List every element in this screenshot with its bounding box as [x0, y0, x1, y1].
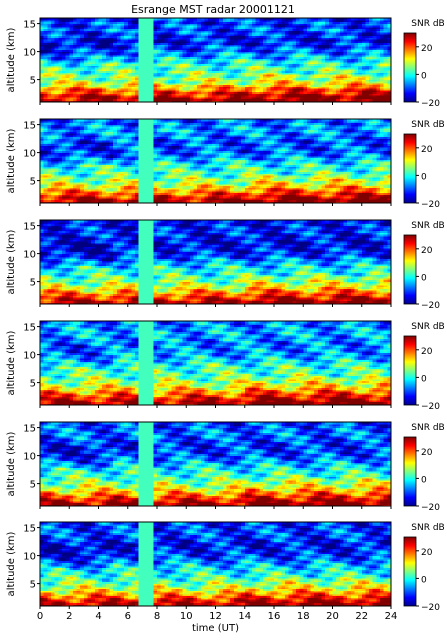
panel-3: 5 10 15 altitude (km) SNR dB 20 0 −20	[6, 219, 445, 311]
colorbar-tick-label-3-0: 20	[421, 246, 433, 256]
x-tick-label-10: 10	[180, 611, 193, 622]
colorbar-tick-label-2-2: −20	[421, 200, 440, 210]
colorbar-tick-label-1-0: 20	[421, 44, 433, 54]
y-axis-label-4: altitude (km)	[6, 330, 17, 395]
y-tick-label-4-5: 5	[30, 379, 36, 390]
x-tick-label-8: 8	[154, 611, 160, 622]
colorbar-tick-label-5-1: 0	[421, 475, 427, 485]
x-axis-label: time (UT)	[192, 623, 239, 634]
heatmap-cells-2	[40, 119, 392, 204]
x-tick-label-2: 2	[66, 611, 72, 622]
panel-1: 5 10 15 altitude (km) SNR dB 20 0 −20	[6, 17, 445, 109]
y-tick-label-3-15: 15	[23, 222, 36, 233]
y-tick-label-6-10: 10	[23, 552, 36, 563]
colorbar-label-1: SNR dB	[411, 19, 444, 29]
colorbar-tick-label-1-2: −20	[421, 99, 440, 109]
colorbar-1: SNR dB 20 0 −20	[403, 19, 445, 109]
y-tick-label-1-5: 5	[30, 76, 36, 87]
x-tick-label-4: 4	[95, 611, 101, 622]
colorbar-4: SNR dB 20 0 −20	[403, 322, 445, 412]
x-tick-label-20: 20	[326, 611, 339, 622]
y-tick-label-4-10: 10	[23, 351, 36, 362]
heatmap-cells-4	[40, 321, 392, 406]
colorbar-label-6: SNR dB	[411, 523, 444, 533]
y-tick-label-2-10: 10	[23, 149, 36, 160]
y-tick-label-2-15: 15	[23, 121, 36, 132]
colorbar-tick-label-5-2: −20	[421, 503, 440, 513]
colorbar-scale-6	[403, 536, 417, 607]
x-tick-label-24: 24	[385, 611, 398, 622]
heatmap-cells-6	[40, 522, 392, 607]
colorbar-scale-2	[403, 133, 417, 204]
y-tick-label-6-5: 5	[30, 580, 36, 591]
x-tick-label-0: 0	[37, 611, 43, 622]
y-tick-label-6-15: 15	[23, 524, 36, 535]
x-tick-label-6: 6	[125, 611, 131, 622]
colorbar-tick-label-5-0: 20	[421, 448, 433, 458]
colorbar-tick-label-4-0: 20	[421, 347, 433, 357]
x-tick-label-12: 12	[209, 611, 222, 622]
colorbar-2: SNR dB 20 0 −20	[403, 120, 445, 210]
y-tick-label-3-10: 10	[23, 250, 36, 261]
x-tick-label-14: 14	[238, 611, 251, 622]
colorbar-tick-label-2-1: 0	[421, 172, 427, 182]
colorbar-label-5: SNR dB	[411, 423, 444, 433]
colorbar-scale-3	[403, 234, 417, 305]
y-tick-label-1-15: 15	[23, 20, 36, 31]
colorbar-tick-label-2-0: 20	[421, 145, 433, 155]
y-axis-label-6: altitude (km)	[6, 531, 17, 596]
figure-title: Esrange MST radar 20001121	[131, 3, 295, 16]
x-tick-label-18: 18	[297, 611, 310, 622]
panel-5: 5 10 15 altitude (km) SNR dB 20 0 −20	[6, 421, 445, 513]
y-axis-label-2: altitude (km)	[6, 128, 17, 193]
colorbar-scale-5	[403, 436, 417, 507]
colorbar-tick-label-1-1: 0	[421, 71, 427, 81]
y-tick-label-5-10: 10	[23, 452, 36, 463]
y-tick-label-5-15: 15	[23, 424, 36, 435]
colorbar-6: SNR dB 20 0 −20	[403, 523, 445, 613]
y-tick-label-5-5: 5	[30, 480, 36, 491]
colorbar-tick-label-6-0: 20	[421, 548, 433, 558]
colorbar-5: SNR dB 20 0 −20	[403, 423, 445, 513]
y-tick-label-3-5: 5	[30, 278, 36, 289]
x-tick-label-22: 22	[355, 611, 368, 622]
colorbar-label-4: SNR dB	[411, 322, 444, 332]
y-tick-label-2-5: 5	[30, 177, 36, 188]
panel-2: 5 10 15 altitude (km) SNR dB 20 0 −20	[6, 118, 445, 210]
colorbar-scale-4	[403, 335, 417, 406]
colorbar-tick-label-3-2: −20	[421, 301, 440, 311]
heatmap-cells-1	[40, 18, 392, 103]
x-tick-label-16: 16	[268, 611, 281, 622]
y-tick-label-4-15: 15	[23, 323, 36, 334]
colorbar-scale-1	[403, 32, 417, 103]
colorbar-tick-label-6-1: 0	[421, 575, 427, 585]
colorbar-tick-label-4-1: 0	[421, 374, 427, 384]
colorbar-label-3: SNR dB	[411, 221, 444, 231]
colorbar-label-2: SNR dB	[411, 120, 444, 130]
y-axis-label-1: altitude (km)	[6, 27, 17, 92]
colorbar-tick-label-6-2: −20	[421, 603, 440, 613]
heatmap-cells-5	[40, 422, 392, 507]
colorbar-3: SNR dB 20 0 −20	[403, 221, 445, 311]
colorbar-tick-label-4-2: −20	[421, 402, 440, 412]
heatmap-cells-3	[40, 220, 392, 305]
panel-4: 5 10 15 altitude (km) SNR dB 20 0 −20	[6, 320, 445, 412]
y-axis-label-5: altitude (km)	[6, 431, 17, 496]
y-axis-label-3: altitude (km)	[6, 229, 17, 294]
y-tick-label-1-10: 10	[23, 48, 36, 59]
colorbar-tick-label-3-1: 0	[421, 273, 427, 283]
